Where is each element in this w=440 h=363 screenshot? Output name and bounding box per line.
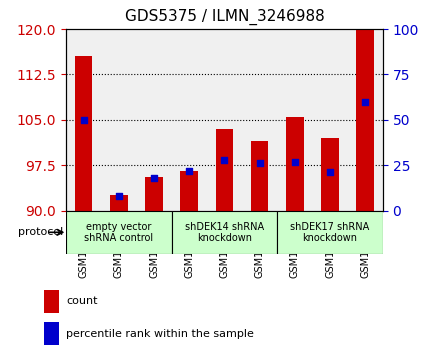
Bar [75, 56, 92, 211]
FancyBboxPatch shape [172, 211, 277, 254]
Point [326, 170, 334, 175]
Bar [44, 322, 59, 345]
Bar [180, 171, 198, 211]
Bar [321, 138, 339, 211]
Point [256, 160, 263, 166]
Bar [286, 117, 304, 211]
Text: count: count [66, 297, 98, 306]
Point [221, 157, 228, 163]
Bar [110, 195, 128, 211]
Point [115, 193, 122, 199]
Point [150, 175, 158, 181]
Bar [44, 290, 59, 313]
Bar [251, 141, 268, 211]
Bar [145, 177, 163, 211]
Bar [216, 129, 233, 211]
Text: percentile rank within the sample: percentile rank within the sample [66, 329, 254, 339]
Point [362, 99, 369, 105]
Text: shDEK17 shRNA
knockdown: shDEK17 shRNA knockdown [290, 221, 370, 243]
Title: GDS5375 / ILMN_3246988: GDS5375 / ILMN_3246988 [125, 9, 324, 25]
Text: shDEK14 shRNA
knockdown: shDEK14 shRNA knockdown [185, 221, 264, 243]
Text: empty vector
shRNA control: empty vector shRNA control [84, 221, 154, 243]
FancyBboxPatch shape [277, 211, 383, 254]
Point [80, 117, 87, 123]
Text: protocol: protocol [18, 227, 63, 237]
Point [186, 168, 193, 174]
Point [291, 159, 298, 164]
Bar [356, 29, 374, 211]
FancyBboxPatch shape [66, 211, 172, 254]
